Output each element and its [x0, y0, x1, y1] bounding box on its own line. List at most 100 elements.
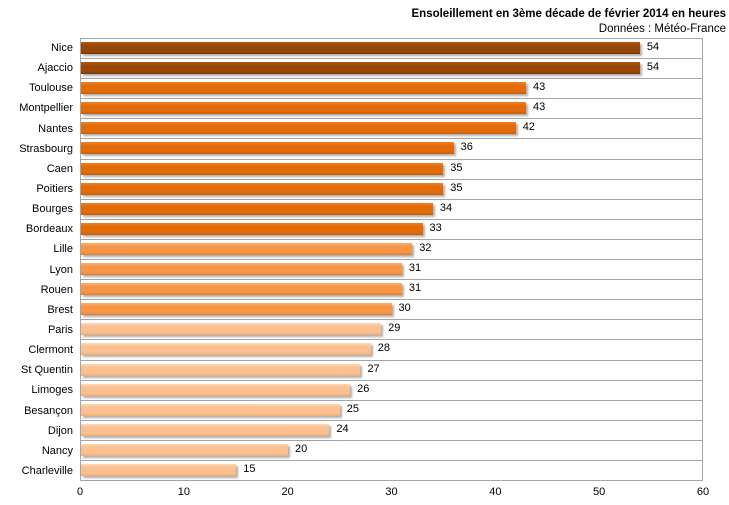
category-label: Strasbourg: [19, 142, 73, 155]
bar-row: 43: [81, 99, 702, 120]
value-label: 54: [646, 41, 660, 53]
category-label: Toulouse: [28, 82, 73, 95]
value-label: 24: [336, 422, 349, 435]
bar-row: 31: [81, 260, 702, 281]
bar: [81, 303, 392, 316]
category-label: Bordeaux: [25, 223, 73, 236]
value-label: 31: [408, 262, 422, 275]
category-label: Clermont: [28, 344, 73, 357]
x-axis: 0 10 20 30 40 50 60: [76, 486, 709, 502]
bar-row: 34: [81, 200, 702, 220]
x-tick-label: 10: [177, 486, 190, 498]
value-label: 36: [460, 141, 473, 154]
value-label: 29: [388, 322, 401, 335]
value-label: 43: [533, 81, 546, 94]
bar-row: 54: [81, 39, 702, 60]
bar-row: 32: [81, 240, 702, 261]
value-label: 20: [295, 442, 308, 455]
value-label: 28: [377, 342, 391, 355]
value-label: 26: [357, 382, 370, 395]
bar-row: 54: [81, 59, 702, 80]
x-tick-label: 50: [593, 486, 606, 498]
bar-row: 29: [81, 320, 702, 341]
value-label: 54: [646, 61, 660, 74]
bar: [81, 242, 413, 255]
bar-row: 43: [81, 79, 702, 100]
bar-row: 26: [81, 381, 702, 401]
bar-row: 24: [81, 421, 702, 441]
value-label: 35: [450, 161, 463, 174]
value-label: 30: [398, 302, 411, 315]
category-label: Nantes: [38, 122, 73, 135]
bar: [81, 423, 330, 436]
bar: [81, 182, 444, 195]
value-label: 32: [419, 241, 432, 254]
x-tick-label: 60: [696, 486, 710, 498]
bar: [81, 443, 288, 456]
chart-subtitle: Données : Météo-France: [598, 23, 726, 36]
value-label: 34: [439, 201, 453, 214]
chart-header: Ensoleillement en 3ème décade de février…: [0, 7, 727, 37]
bar-row: 31: [81, 280, 702, 301]
bar: [81, 363, 361, 376]
bar-row: 30: [81, 300, 702, 321]
bar: [81, 162, 444, 175]
x-tick-label: 30: [385, 486, 398, 498]
bar-row: 27: [81, 361, 702, 381]
category-label: Caen: [46, 162, 73, 175]
category-axis: Nice Ajaccio Toulouse Montpellier Nantes Stra…: [0, 38, 80, 481]
x-tick-label: 40: [489, 486, 502, 498]
bar-row: 25: [81, 401, 702, 421]
value-label: 15: [243, 462, 256, 475]
value-label: 33: [429, 221, 442, 234]
category-label: Montpellier: [19, 102, 73, 115]
category-label: Nice: [50, 42, 73, 55]
bar: [81, 383, 351, 396]
bar-row: 28: [81, 340, 702, 361]
bar: [81, 122, 516, 135]
category-label: Limoges: [31, 384, 73, 397]
bar: [81, 343, 371, 356]
bar: [81, 263, 402, 276]
bar: [81, 102, 527, 115]
plot-area: 54 54 43 43 42 36 35 35 34 33 32 31 31 30 29 28 27 26 25 24…: [80, 38, 703, 481]
category-label: Lyon: [49, 263, 73, 276]
chart-title: Ensoleillement en 3ème décade de février…: [411, 8, 727, 20]
category-label: Rouen: [40, 283, 73, 296]
bar: [81, 222, 423, 235]
bar: [81, 62, 640, 75]
category-label: Lille: [53, 243, 73, 256]
bar-row: 42: [81, 119, 702, 140]
category-label: Ajaccio: [37, 62, 73, 75]
category-label: Nancy: [41, 444, 73, 457]
category-label: Dijon: [47, 424, 73, 437]
category-label: Bourges: [32, 203, 73, 216]
value-label: 25: [346, 402, 359, 415]
bar-row: 35: [81, 160, 702, 180]
value-label: 35: [450, 181, 463, 194]
x-tick-label: 20: [281, 486, 294, 498]
bar: [81, 463, 237, 476]
category-label: St Quentin: [21, 364, 73, 377]
category-label: Besançon: [24, 404, 73, 417]
bar-row: 36: [81, 139, 702, 160]
bar-row: 35: [81, 180, 702, 200]
value-label: 31: [408, 282, 422, 295]
category-label: Paris: [47, 324, 73, 337]
x-tick-label: 0: [76, 486, 84, 498]
bar: [81, 283, 402, 296]
bar-row: 20: [81, 441, 702, 461]
category-label: Brest: [47, 303, 73, 316]
value-label: 42: [522, 121, 535, 134]
category-label: Poitiers: [36, 183, 73, 196]
bar: [81, 323, 382, 336]
value-label: 27: [367, 362, 380, 375]
bar-row: 33: [81, 220, 702, 240]
bar: [81, 142, 454, 155]
bar: [81, 82, 527, 95]
bar: [81, 202, 433, 215]
bar: [81, 403, 340, 416]
bar: [81, 42, 640, 54]
category-label: Charleville: [21, 465, 73, 478]
